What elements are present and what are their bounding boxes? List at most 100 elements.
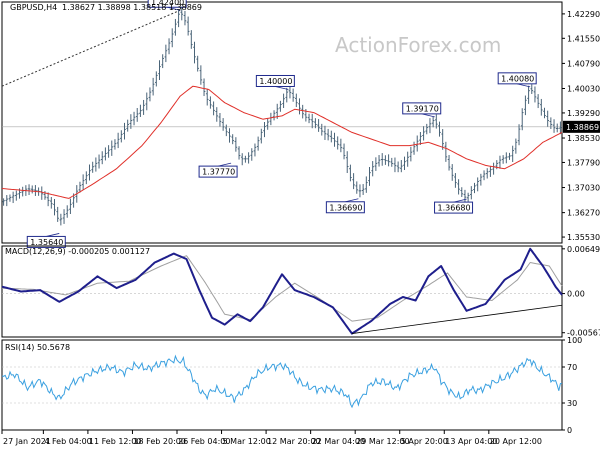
candle bbox=[120, 130, 123, 143]
candle bbox=[170, 28, 174, 48]
candle bbox=[190, 30, 193, 49]
candle bbox=[78, 181, 82, 193]
annotation-label: 1.35640 bbox=[30, 238, 63, 247]
candle bbox=[415, 135, 419, 152]
candle bbox=[511, 145, 514, 163]
candle bbox=[371, 161, 374, 177]
candle bbox=[403, 156, 406, 170]
candle bbox=[272, 110, 276, 121]
candle bbox=[365, 176, 368, 193]
resistance-trendline bbox=[1, 9, 181, 87]
x-tick-label: 26 Feb 04:00 bbox=[178, 437, 230, 446]
candle bbox=[263, 121, 266, 138]
price-annotation: 1.36690 bbox=[325, 198, 365, 214]
candle bbox=[167, 38, 171, 55]
candle bbox=[514, 138, 518, 154]
annotation-box bbox=[26, 235, 66, 248]
candle bbox=[485, 168, 489, 179]
candle bbox=[110, 140, 114, 156]
candle bbox=[463, 189, 467, 204]
price-annotation: 1.36680 bbox=[434, 198, 474, 214]
candle bbox=[183, 10, 187, 26]
price-ytick-label: 1.35530 bbox=[567, 233, 600, 242]
candle bbox=[431, 116, 435, 128]
candle bbox=[88, 164, 91, 181]
candle bbox=[377, 155, 381, 167]
candle bbox=[145, 92, 149, 111]
candle bbox=[396, 161, 400, 173]
candle bbox=[279, 100, 282, 112]
candle bbox=[314, 118, 317, 129]
x-tick-label: 11 Feb 12:00 bbox=[89, 437, 141, 446]
macd-ytick-label: 0.00649 bbox=[567, 245, 600, 254]
candle bbox=[536, 94, 540, 109]
candle bbox=[161, 54, 164, 69]
candle bbox=[295, 93, 298, 108]
candle bbox=[555, 123, 559, 133]
candle bbox=[107, 145, 110, 158]
candle bbox=[473, 182, 476, 194]
candle bbox=[116, 132, 120, 149]
candle bbox=[234, 137, 238, 152]
candle bbox=[489, 166, 492, 177]
candle bbox=[559, 121, 562, 135]
candle bbox=[520, 108, 524, 131]
candle bbox=[240, 153, 244, 166]
candle bbox=[193, 41, 196, 64]
candle bbox=[361, 184, 365, 195]
candle bbox=[336, 136, 339, 150]
candle bbox=[100, 151, 104, 165]
price-ytick-label: 1.40790 bbox=[567, 59, 600, 68]
annotation-label: 1.42400 bbox=[151, 0, 184, 7]
chart-symbol: GBPUSD,H4 bbox=[10, 3, 57, 12]
annotation-label: 1.40000 bbox=[259, 77, 292, 86]
price-annotation: 1.40080 bbox=[497, 72, 537, 88]
candle bbox=[164, 44, 168, 63]
candle bbox=[65, 205, 69, 218]
x-tick-label: 27 Jan 2021 bbox=[3, 437, 51, 446]
candle bbox=[457, 179, 460, 195]
price-ytick-label: 1.40030 bbox=[567, 84, 600, 93]
annotation-box bbox=[198, 165, 238, 178]
annotation-box bbox=[147, 0, 187, 8]
candle bbox=[205, 88, 209, 106]
rsi-line bbox=[1, 354, 563, 409]
candle bbox=[533, 86, 537, 103]
candle bbox=[552, 119, 556, 133]
candle bbox=[374, 157, 378, 171]
candle bbox=[228, 128, 231, 143]
candle bbox=[358, 184, 362, 198]
candle bbox=[310, 113, 314, 129]
candle bbox=[34, 185, 37, 196]
candle bbox=[450, 164, 454, 181]
candle bbox=[180, 6, 184, 21]
candle bbox=[231, 134, 234, 145]
moving-average-line bbox=[1, 85, 563, 199]
candle bbox=[46, 192, 50, 207]
candle bbox=[151, 77, 155, 96]
candle bbox=[307, 113, 311, 124]
candle bbox=[352, 173, 355, 190]
candle bbox=[50, 196, 53, 209]
candle bbox=[2, 198, 5, 206]
price-annotation: 1.35640 bbox=[26, 233, 66, 248]
candle bbox=[139, 104, 142, 117]
candle bbox=[62, 209, 66, 224]
candle bbox=[5, 195, 9, 207]
price-pane-frame bbox=[1, 1, 563, 244]
x-tick-label: 5 Apr 20:00 bbox=[401, 437, 448, 446]
price-ytick-label: 1.38530 bbox=[567, 134, 600, 143]
candle bbox=[441, 129, 444, 150]
candle bbox=[342, 143, 346, 160]
annotation-box bbox=[255, 74, 295, 87]
candle bbox=[406, 151, 409, 167]
macd-ytick-label: 0.00 bbox=[567, 290, 585, 299]
candle bbox=[199, 65, 203, 85]
candle bbox=[113, 139, 117, 150]
candle bbox=[81, 174, 85, 191]
candle bbox=[202, 78, 206, 97]
candle bbox=[412, 141, 416, 155]
candle bbox=[466, 192, 470, 202]
